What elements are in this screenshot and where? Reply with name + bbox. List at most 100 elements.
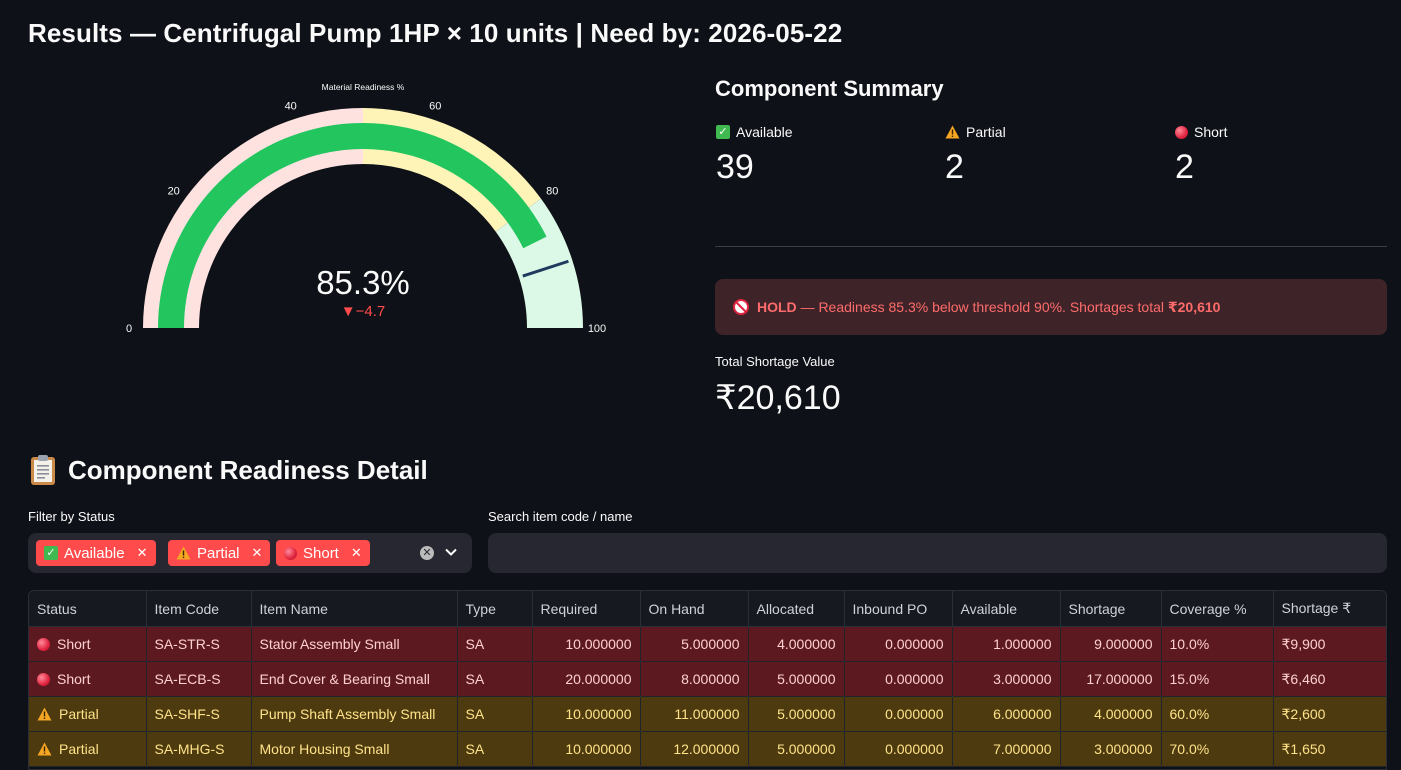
cell-type[interactable]: SA bbox=[457, 731, 533, 767]
cell-coverage[interactable]: 70.0% bbox=[1161, 731, 1274, 767]
gauge-delta: ▼−4.7 bbox=[341, 303, 385, 320]
chip-remove-icon[interactable]: ✕ bbox=[136, 545, 148, 560]
cell-item-code[interactable]: SA-ECB-S bbox=[146, 661, 252, 697]
cell-inbound-po[interactable]: 0.000000 bbox=[844, 696, 953, 732]
cell-type[interactable]: SA bbox=[457, 626, 533, 662]
cell-status[interactable]: Partial bbox=[29, 731, 147, 767]
col-header-allocated[interactable]: Allocated bbox=[748, 591, 845, 627]
cell-on-hand[interactable]: 11.000000 bbox=[640, 696, 749, 732]
page-title: Results — Centrifugal Pump 1HP × 10 unit… bbox=[28, 18, 843, 48]
check-icon: ✓ bbox=[716, 125, 730, 139]
cell-item-code[interactable]: SA-MHG-S bbox=[146, 731, 252, 767]
cell-item-code[interactable]: SA-SHF-S bbox=[146, 696, 252, 732]
alert-hold: HOLD bbox=[757, 298, 797, 315]
table-row[interactable]: Partial SA-SHF-S Pump Shaft Assembly Sma… bbox=[29, 696, 1386, 732]
summary-title: Component Summary bbox=[715, 76, 944, 101]
table-row[interactable]: Short SA-STR-S Stator Assembly Small SA … bbox=[29, 626, 1386, 662]
col-header-on-hand[interactable]: On Hand bbox=[640, 591, 749, 627]
clipboard-icon bbox=[31, 455, 55, 485]
chip-remove-icon[interactable]: ✕ bbox=[251, 545, 263, 560]
red-circle-icon bbox=[37, 637, 50, 651]
cell-status[interactable]: Short bbox=[29, 661, 147, 697]
check-icon: ✓ bbox=[44, 546, 58, 560]
cell-on-hand[interactable]: 8.000000 bbox=[640, 661, 749, 697]
cell-type[interactable]: SA bbox=[457, 661, 533, 697]
cell-required[interactable]: 10.000000 bbox=[532, 731, 641, 767]
col-header-required[interactable]: Required bbox=[532, 591, 641, 627]
gauge-threshold-line bbox=[522, 259, 569, 278]
col-header-available[interactable]: Available bbox=[952, 591, 1061, 627]
col-header-shortage[interactable]: Shortage bbox=[1060, 591, 1162, 627]
cell-shortage[interactable]: 4.000000 bbox=[1060, 696, 1162, 732]
status-filter-multiselect[interactable]: ✓ Available ✕ Partial ✕ Short ✕ ✕ bbox=[28, 533, 472, 573]
cell-coverage[interactable]: 15.0% bbox=[1161, 661, 1274, 697]
chevron-down-icon[interactable] bbox=[444, 545, 458, 559]
col-header-coverage[interactable]: Coverage % bbox=[1161, 591, 1274, 627]
cell-item-name[interactable]: Pump Shaft Assembly Small bbox=[251, 696, 458, 732]
red-circle-icon bbox=[1175, 125, 1188, 139]
cell-required[interactable]: 20.000000 bbox=[532, 661, 641, 697]
clear-all-icon[interactable]: ✕ bbox=[420, 546, 434, 560]
gauge-tick-label: 20 bbox=[168, 185, 180, 197]
gauge-tick-label: 100 bbox=[588, 323, 606, 335]
section-title-text: Component Readiness Detail bbox=[68, 454, 428, 485]
cell-on-hand[interactable]: 12.000000 bbox=[640, 731, 749, 767]
cell-allocated[interactable]: 5.000000 bbox=[748, 661, 845, 697]
cell-allocated[interactable]: 5.000000 bbox=[748, 731, 845, 767]
gauge-band-0 bbox=[143, 108, 363, 328]
cell-coverage[interactable]: 60.0% bbox=[1161, 696, 1274, 732]
col-header-item-name[interactable]: Item Name bbox=[251, 591, 458, 627]
chip-partial[interactable]: Partial ✕ bbox=[168, 540, 271, 566]
table-row[interactable]: Short SA-ECB-S End Cover & Bearing Small… bbox=[29, 661, 1386, 697]
red-circle-icon bbox=[37, 672, 50, 686]
metric-value: 2 bbox=[945, 148, 964, 186]
cell-item-name[interactable]: End Cover & Bearing Small bbox=[251, 661, 458, 697]
cell-inbound-po[interactable]: 0.000000 bbox=[844, 661, 953, 697]
chip-short[interactable]: Short ✕ bbox=[276, 540, 370, 566]
metric-short: Short 2 bbox=[1175, 124, 1395, 187]
cell-shortage[interactable]: 17.000000 bbox=[1060, 661, 1162, 697]
cell-shortage[interactable]: 9.000000 bbox=[1060, 626, 1162, 662]
col-header-inbound-po[interactable]: Inbound PO bbox=[844, 591, 953, 627]
cell-shortage-value[interactable]: ₹2,600 bbox=[1273, 696, 1386, 732]
cell-available[interactable]: 6.000000 bbox=[952, 696, 1061, 732]
search-input[interactable] bbox=[488, 533, 1387, 573]
cell-item-code[interactable]: SA-STR-S bbox=[146, 626, 252, 662]
cell-available[interactable]: 1.000000 bbox=[952, 626, 1061, 662]
metric-label: Short bbox=[1194, 124, 1228, 140]
cell-required[interactable]: 10.000000 bbox=[532, 626, 641, 662]
metric-label: Partial bbox=[966, 124, 1006, 140]
cell-shortage-value[interactable]: ₹6,460 bbox=[1273, 661, 1386, 697]
cell-shortage[interactable]: 3.000000 bbox=[1060, 731, 1162, 767]
cell-on-hand[interactable]: 5.000000 bbox=[640, 626, 749, 662]
cell-inbound-po[interactable]: 0.000000 bbox=[844, 731, 953, 767]
cell-type[interactable]: SA bbox=[457, 696, 533, 732]
cell-status[interactable]: Short bbox=[29, 626, 147, 662]
gauge-tick-label: 80 bbox=[546, 185, 558, 197]
cell-allocated[interactable]: 5.000000 bbox=[748, 696, 845, 732]
col-header-shortage-value[interactable]: Shortage ₹ bbox=[1273, 591, 1386, 627]
cell-available[interactable]: 3.000000 bbox=[952, 661, 1061, 697]
cell-item-name[interactable]: Stator Assembly Small bbox=[251, 626, 458, 662]
red-circle-icon bbox=[284, 546, 297, 560]
metric-partial: Partial 2 bbox=[945, 124, 1165, 187]
status-text: Partial bbox=[59, 706, 99, 722]
cell-coverage[interactable]: 10.0% bbox=[1161, 626, 1274, 662]
col-header-item-code[interactable]: Item Code bbox=[146, 591, 252, 627]
cell-status[interactable]: Partial bbox=[29, 696, 147, 732]
readiness-table[interactable]: Status Item Code Item Name Type Required… bbox=[28, 590, 1387, 770]
status-text: Partial bbox=[59, 741, 99, 757]
cell-allocated[interactable]: 4.000000 bbox=[748, 626, 845, 662]
cell-available[interactable]: 7.000000 bbox=[952, 731, 1061, 767]
cell-inbound-po[interactable]: 0.000000 bbox=[844, 626, 953, 662]
readiness-gauge: 0 20 40 60 80 100 Material Readiness % 85.3% ▼−4… bbox=[28, 76, 700, 338]
chip-available[interactable]: ✓ Available ✕ bbox=[36, 540, 156, 566]
cell-shortage-value[interactable]: ₹1,650 bbox=[1273, 731, 1386, 767]
table-row[interactable]: Partial SA-MHG-S Motor Housing Small SA … bbox=[29, 731, 1386, 767]
col-header-status[interactable]: Status bbox=[29, 591, 147, 627]
cell-shortage-value[interactable]: ₹9,900 bbox=[1273, 626, 1386, 662]
col-header-type[interactable]: Type bbox=[457, 591, 533, 627]
chip-remove-icon[interactable]: ✕ bbox=[350, 545, 362, 560]
cell-required[interactable]: 10.000000 bbox=[532, 696, 641, 732]
cell-item-name[interactable]: Motor Housing Small bbox=[251, 731, 458, 767]
